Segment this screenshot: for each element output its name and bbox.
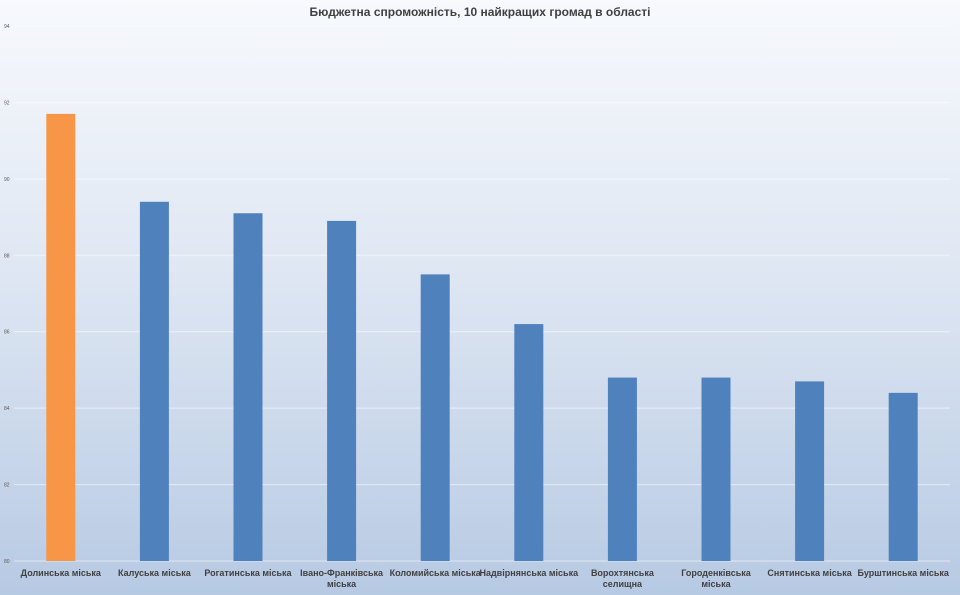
x-category-label-line: Івано-Франківська <box>300 568 384 578</box>
bar-4 <box>327 220 357 561</box>
bar-1 <box>46 113 76 562</box>
y-tick-label: 84 <box>4 406 10 412</box>
x-category-label: Долинська міська <box>21 568 102 578</box>
x-category-label-line: Надвірнянська міська <box>479 568 579 578</box>
x-axis-labels: Долинська міська Калуська міська Рогатинсь… <box>21 568 950 589</box>
x-category-label-line: Калуська міська <box>118 568 192 578</box>
chart-title: Бюджетна спроможність, 10 найкращих гром… <box>309 5 651 19</box>
bars <box>46 113 918 562</box>
y-tick-label: 90 <box>4 177 10 183</box>
bar-10 <box>888 392 918 561</box>
bar-8 <box>701 377 731 561</box>
x-category-label: Калуська міська <box>118 568 192 578</box>
x-category-label: Івано-Франківська міська <box>300 568 384 589</box>
x-category-label-line: селищна <box>603 579 643 589</box>
bar-3 <box>233 213 263 561</box>
gridlines <box>14 25 950 562</box>
x-category-label-line: Городенківська <box>681 568 752 578</box>
bar-7 <box>607 377 637 561</box>
y-tick-label: 80 <box>4 559 10 565</box>
y-tick-label: 92 <box>4 100 10 106</box>
x-category-label: Коломийська міська <box>390 568 482 578</box>
x-category-label: Снятинська міська <box>767 568 852 578</box>
x-category-label-line: міська <box>327 579 357 589</box>
y-axis-ticks: 80 82 84 86 88 90 92 94 <box>4 24 10 565</box>
bar-9 <box>795 381 825 561</box>
bar-6 <box>514 324 544 561</box>
y-tick-label: 94 <box>4 24 10 30</box>
x-category-label: Надвірнянська міська <box>479 568 579 578</box>
y-tick-label: 86 <box>4 330 10 336</box>
x-category-label: Городенківська міська <box>681 568 752 589</box>
x-category-label-line: Коломийська міська <box>390 568 482 578</box>
x-category-label-line: Долинська міська <box>21 568 102 578</box>
x-category-label-line: Бурштинська міська <box>858 568 950 578</box>
bar-5 <box>420 274 450 561</box>
y-tick-label: 82 <box>4 483 10 489</box>
x-category-label: Рогатинська міська <box>204 568 292 578</box>
x-category-label-line: Рогатинська міська <box>204 568 292 578</box>
x-category-label: Ворохтянська селищна <box>591 568 655 589</box>
x-category-label-line: Снятинська міська <box>767 568 852 578</box>
x-category-label-line: Ворохтянська <box>591 568 655 578</box>
y-tick-label: 88 <box>4 253 10 259</box>
bar-2 <box>139 201 169 562</box>
x-category-label: Бурштинська міська <box>858 568 950 578</box>
x-category-label-line: міська <box>701 579 731 589</box>
